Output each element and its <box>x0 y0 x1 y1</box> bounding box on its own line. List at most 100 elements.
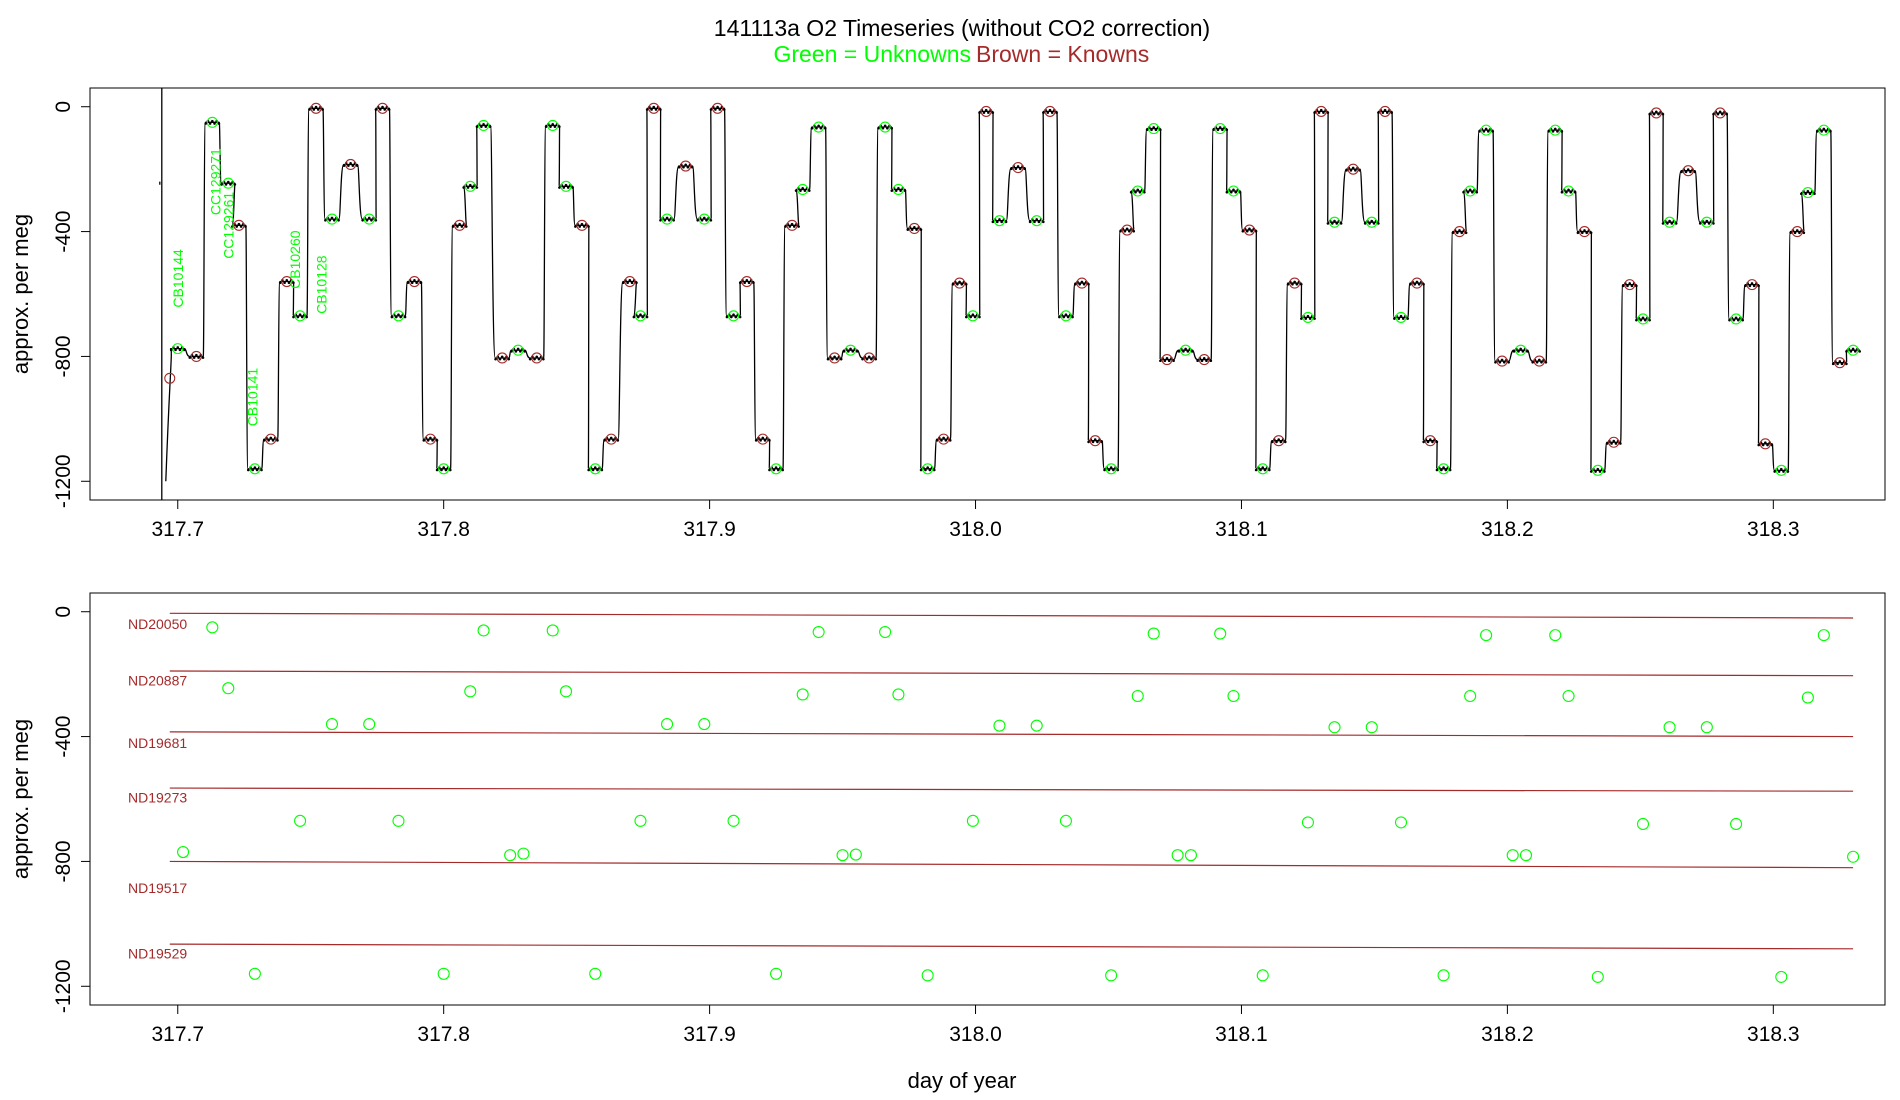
measurement-point <box>330 216 334 220</box>
measurement-point <box>510 350 513 353</box>
measurement-point <box>823 126 827 130</box>
measurement-point <box>1119 229 1122 233</box>
measurement-point <box>1082 282 1086 286</box>
unknown-point <box>892 688 905 701</box>
known-marker <box>1533 355 1545 367</box>
measurement-point <box>1221 128 1224 132</box>
measurement-point <box>919 228 923 231</box>
unknown-point <box>849 848 862 861</box>
unknown-point <box>504 849 517 862</box>
measurement-point <box>747 281 751 285</box>
measurement-point <box>883 124 887 128</box>
measurement-point <box>982 111 986 114</box>
measurement-point <box>654 108 658 111</box>
legend-knowns: Brown = Knowns <box>976 41 1149 67</box>
comparison-panel: approx. per meg day of year ND20050 ND208… <box>8 592 1886 1093</box>
measurement-point <box>1668 219 1671 223</box>
measurement-point <box>507 357 511 361</box>
unknown-marker <box>922 463 934 475</box>
measurement-point <box>1125 227 1129 231</box>
measurement-point <box>774 466 778 469</box>
measurement-point <box>1487 130 1490 133</box>
unknown-marker <box>844 344 857 356</box>
measurement-point <box>337 218 340 222</box>
comparison-x-tick-label: 318.3 <box>1747 1023 1800 1046</box>
measurement-point <box>677 165 681 169</box>
sample-label: CB10144 <box>170 249 186 308</box>
measurement-point <box>292 281 295 285</box>
measurement-point <box>1354 169 1357 172</box>
comparison-y-tick-label: 0 <box>52 606 75 618</box>
measurement-point <box>475 186 479 189</box>
measurement-point <box>1757 284 1760 288</box>
measurement-point <box>1345 169 1348 172</box>
measurement-point <box>609 436 613 440</box>
measurement-point <box>1635 284 1638 288</box>
measurement-point <box>1399 314 1403 318</box>
measurement-point <box>1507 361 1510 364</box>
measurement-point <box>444 468 448 472</box>
measurement-point <box>1567 188 1570 192</box>
measurement-point <box>367 216 371 220</box>
measurement-point <box>1283 440 1287 444</box>
measurement-point <box>174 348 177 352</box>
measurement-point <box>1232 188 1235 192</box>
measurement-point <box>332 218 336 222</box>
measurement-point <box>1466 190 1470 194</box>
measurement-point <box>973 315 977 319</box>
measurement-point <box>607 439 611 442</box>
measurement-point <box>1840 362 1844 366</box>
measurement-point <box>1205 359 1208 363</box>
known-line-label: ND19273 <box>128 789 187 805</box>
measurement-point <box>383 108 387 111</box>
known-marker <box>1273 435 1285 447</box>
known-marker <box>1411 277 1423 289</box>
measurement-point <box>1849 350 1853 353</box>
unknown-marker <box>1395 311 1407 323</box>
measurement-point <box>308 108 311 111</box>
measurement-point <box>1741 318 1744 322</box>
measurement-point <box>978 315 981 319</box>
unknown-point <box>1256 969 1269 982</box>
unknown-point <box>770 967 783 980</box>
known-marker <box>1289 277 1301 289</box>
o2-trace-line <box>159 88 1860 500</box>
measurement-point <box>1299 282 1303 286</box>
measurement-point <box>833 355 836 359</box>
unknown-marker <box>892 183 904 195</box>
measurement-point <box>1596 467 1600 471</box>
unknown-point <box>222 682 235 695</box>
unknown-marker <box>1515 344 1527 356</box>
measurement-point <box>169 348 173 352</box>
measurement-point <box>324 218 327 222</box>
measurement-point <box>1798 231 1801 235</box>
measurement-point <box>867 355 871 359</box>
measurement-point <box>1639 318 1643 322</box>
measurement-point <box>714 108 717 111</box>
measurement-point <box>890 126 894 130</box>
measurement-point <box>978 111 981 114</box>
known-line <box>169 860 1854 869</box>
measurement-point <box>935 439 939 442</box>
known-line-label: ND19529 <box>128 946 187 962</box>
measurement-point <box>1628 282 1632 285</box>
measurement-point <box>1018 167 1022 171</box>
unknown-point <box>248 967 261 980</box>
unknown-point <box>1591 970 1604 983</box>
measurement-point <box>1858 350 1861 353</box>
measurement-point <box>1393 317 1396 320</box>
measurement-point <box>1612 439 1616 443</box>
unknown-point <box>1059 814 1072 827</box>
measurement-point <box>1071 315 1074 319</box>
measurement-point <box>1417 282 1421 286</box>
unknown-marker <box>1366 216 1378 228</box>
measurement-point <box>1813 192 1816 196</box>
measurement-point <box>298 313 302 316</box>
measurement-point <box>1035 218 1038 221</box>
measurement-point <box>1464 231 1468 235</box>
unknown-marker <box>1180 344 1192 356</box>
unknown-marker <box>1562 185 1575 197</box>
measurement-point <box>1109 466 1113 469</box>
unknown-marker <box>464 180 476 192</box>
measurement-point <box>600 468 604 472</box>
